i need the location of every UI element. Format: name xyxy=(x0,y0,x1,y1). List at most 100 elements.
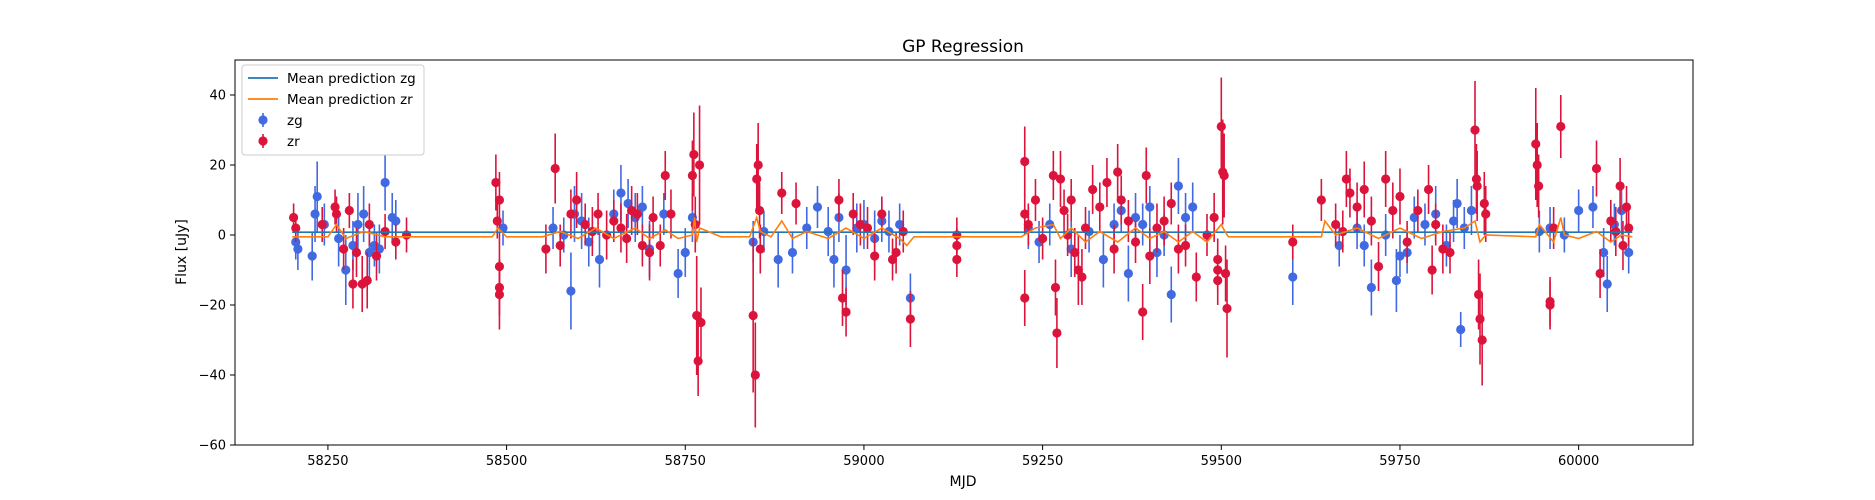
zg-point-70 xyxy=(1288,272,1298,282)
x-tick-label-58750: 58750 xyxy=(665,454,706,469)
zr-point-140 xyxy=(1475,314,1485,324)
x-tick-label-58250: 58250 xyxy=(307,454,348,469)
zr-point-95 xyxy=(1123,216,1133,226)
zr-point-120 xyxy=(1341,174,1351,184)
zg-point-57 xyxy=(1098,254,1108,265)
zr-point-96 xyxy=(1130,237,1141,247)
zr-point-39 xyxy=(655,240,665,251)
zr-point-78 xyxy=(1048,170,1058,181)
zr-point-73 xyxy=(1020,156,1030,167)
x-tick-label-58500: 58500 xyxy=(486,454,527,469)
zr-point-121 xyxy=(1345,188,1355,198)
zr-point-71 xyxy=(952,240,962,251)
y-axis-label: Flux [uJy] xyxy=(174,219,190,285)
zr-point-38 xyxy=(648,212,658,223)
zg-point-69 xyxy=(1188,202,1198,212)
zg-point-74 xyxy=(1366,282,1376,293)
zr-point-91 xyxy=(1102,177,1112,188)
zr-point-5 xyxy=(339,244,349,254)
zr-point-26 xyxy=(572,195,582,205)
zr-point-58 xyxy=(837,293,848,303)
zr-point-10 xyxy=(362,275,372,286)
zr-point-125 xyxy=(1373,261,1384,272)
zr-point-16 xyxy=(491,177,501,188)
legend-marker-2 xyxy=(258,115,268,125)
chart-title: GP Regression xyxy=(902,37,1024,57)
zr-point-86 xyxy=(1073,265,1083,275)
zr-point-126 xyxy=(1381,174,1391,184)
zr-point-42 xyxy=(687,170,698,181)
zr-point-36 xyxy=(637,240,647,251)
zr-point-141 xyxy=(1477,335,1487,345)
zg-point-38 xyxy=(787,247,798,258)
zg-point-97 xyxy=(1624,247,1634,258)
zg-point-33 xyxy=(680,247,690,258)
zr-point-1 xyxy=(291,223,301,233)
zg-point-29 xyxy=(637,202,647,212)
zr-point-84 xyxy=(1066,195,1076,205)
zr-point-124 xyxy=(1366,216,1376,226)
zr-point-99 xyxy=(1145,251,1155,261)
marks-layer xyxy=(289,77,1634,428)
zg-point-18 xyxy=(548,223,558,233)
x-tick-label-60000: 60000 xyxy=(1558,454,1599,469)
zr-point-64 xyxy=(877,209,887,219)
zr-point-88 xyxy=(1080,223,1091,233)
zr-point-101 xyxy=(1159,216,1169,226)
zr-point-50 xyxy=(750,370,760,380)
zr-point-111 xyxy=(1216,121,1226,132)
zr-point-77 xyxy=(1038,233,1048,244)
zr-point-17 xyxy=(492,216,502,226)
zr-point-135 xyxy=(1445,247,1455,258)
x-tick-label-59750: 59750 xyxy=(1379,454,1420,469)
zr-point-80 xyxy=(1052,328,1062,338)
zr-point-25 xyxy=(566,209,576,219)
zg-point-3 xyxy=(310,209,320,219)
ticks-layer: 58250 58500 58750 59000 59250 59500 59750 60000… xyxy=(199,89,1600,470)
zr-point-98 xyxy=(1141,170,1151,181)
zr-point-133 xyxy=(1431,219,1441,230)
zr-point-143 xyxy=(1481,209,1491,219)
zg-point-42 xyxy=(829,254,839,265)
line-mean-prediction-zr xyxy=(292,214,1633,247)
zr-point-45 xyxy=(692,310,702,321)
zr-point-152 xyxy=(1595,268,1605,279)
zr-point-60 xyxy=(848,209,858,219)
zr-point-128 xyxy=(1395,191,1405,202)
zr-point-21 xyxy=(494,195,505,205)
zg-point-94 xyxy=(1602,279,1612,289)
zr-point-105 xyxy=(1191,272,1201,282)
zr-point-115 xyxy=(1222,303,1232,314)
zr-point-24 xyxy=(555,240,565,251)
zr-point-132 xyxy=(1427,265,1437,275)
zr-point-2 xyxy=(317,219,327,230)
zr-point-153 xyxy=(1606,216,1616,226)
zr-point-157 xyxy=(1621,202,1632,212)
zg-point-92 xyxy=(1588,202,1598,212)
zr-point-37 xyxy=(644,247,655,258)
zr-point-155 xyxy=(1615,181,1625,191)
zr-point-149 xyxy=(1549,223,1559,233)
zr-point-62 xyxy=(862,223,873,233)
zg-point-63 xyxy=(1145,202,1155,212)
zr-point-52 xyxy=(753,160,763,170)
zg-point-68 xyxy=(1180,212,1191,223)
zg-point-66 xyxy=(1166,289,1176,300)
zr-point-144 xyxy=(1531,139,1541,149)
zr-point-43 xyxy=(689,149,699,160)
zr-point-75 xyxy=(1023,219,1033,230)
legend-label-2: zg xyxy=(287,113,303,129)
zr-point-12 xyxy=(371,251,382,261)
zr-point-4 xyxy=(331,209,342,219)
zg-point-83 xyxy=(1448,216,1459,226)
zr-point-158 xyxy=(1624,223,1634,233)
zr-point-51 xyxy=(752,174,762,184)
zr-point-48 xyxy=(696,317,706,328)
zg-point-8 xyxy=(348,240,358,251)
zg-point-4 xyxy=(312,191,322,202)
legend-label-0: Mean prediction zg xyxy=(287,71,416,87)
zr-point-81 xyxy=(1055,174,1066,184)
zr-point-57 xyxy=(834,195,844,205)
x-axis-label: MJD xyxy=(950,474,977,490)
